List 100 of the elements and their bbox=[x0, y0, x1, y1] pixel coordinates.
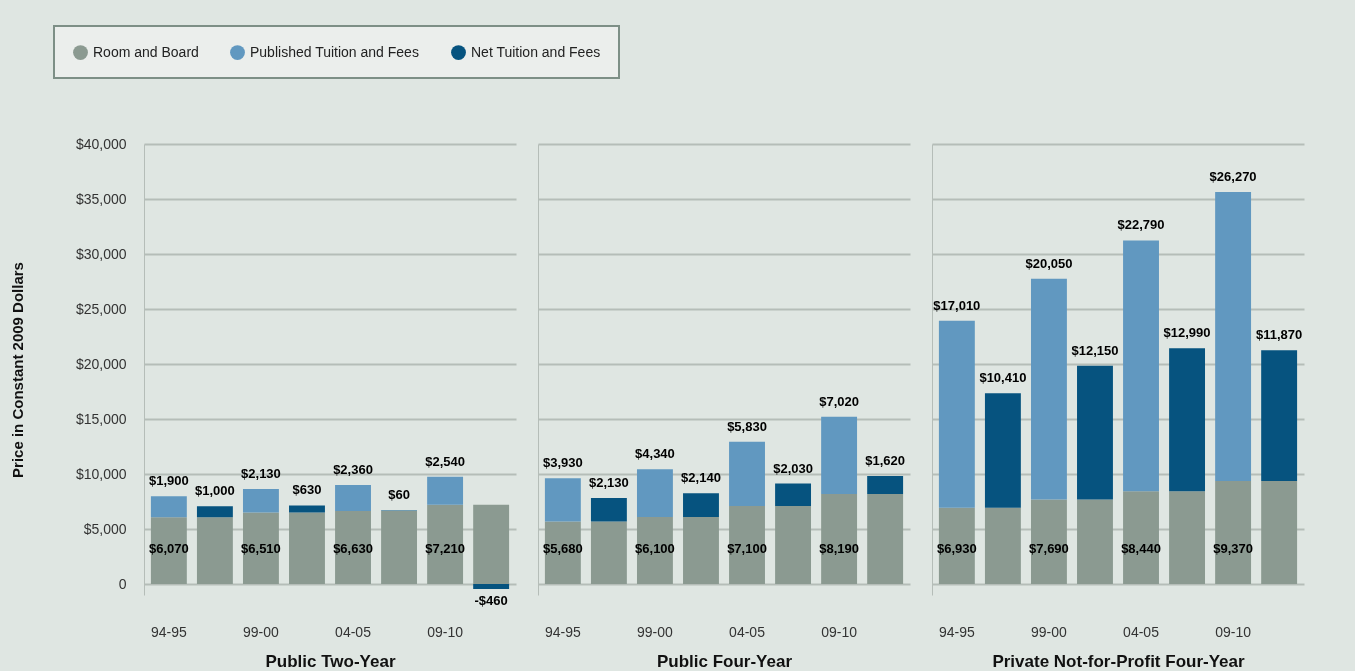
data-label: $7,210 bbox=[425, 541, 465, 556]
bar bbox=[1123, 491, 1159, 584]
y-tick-label: $10,000 bbox=[75, 465, 127, 482]
bar bbox=[775, 483, 812, 506]
bar bbox=[1261, 480, 1298, 584]
bar bbox=[427, 476, 464, 505]
bar bbox=[1077, 499, 1113, 584]
bar bbox=[938, 320, 975, 508]
y-tick-label: 0 bbox=[118, 575, 127, 592]
bar bbox=[821, 493, 858, 584]
data-label: $6,070 bbox=[148, 541, 189, 556]
x-tick-label: 09-10 bbox=[1215, 623, 1252, 640]
bar bbox=[1123, 240, 1159, 492]
data-label: $630 bbox=[292, 482, 322, 498]
bar bbox=[683, 516, 719, 584]
x-axis-title: Private Not-for-Profit Four-Year bbox=[992, 651, 1245, 671]
data-label: $1,620 bbox=[865, 453, 906, 469]
bar bbox=[1169, 348, 1206, 492]
data-label: $22,790 bbox=[1117, 217, 1165, 233]
bar bbox=[196, 517, 233, 584]
bar bbox=[729, 505, 765, 584]
x-tick-label: 04-05 bbox=[335, 623, 372, 640]
data-label: $26,270 bbox=[1209, 168, 1257, 184]
data-label: $60 bbox=[388, 487, 410, 503]
bar bbox=[1077, 365, 1113, 500]
x-tick-label: 09-10 bbox=[427, 623, 464, 640]
bar bbox=[821, 416, 858, 494]
bar bbox=[473, 584, 510, 590]
y-tick-label: $30,000 bbox=[75, 245, 127, 262]
y-tick-label: $15,000 bbox=[75, 410, 127, 427]
bar bbox=[1169, 491, 1206, 584]
data-label: $2,140 bbox=[681, 470, 721, 486]
bar bbox=[867, 476, 904, 494]
bar bbox=[1261, 350, 1298, 481]
data-label: $6,510 bbox=[241, 541, 281, 556]
data-label: $12,990 bbox=[1163, 325, 1211, 341]
data-label: $6,930 bbox=[936, 541, 977, 556]
bar bbox=[984, 393, 1021, 508]
y-tick-label: $35,000 bbox=[75, 190, 127, 207]
y-tick-label: $25,000 bbox=[75, 300, 127, 317]
data-label: $20,050 bbox=[1025, 255, 1073, 271]
bar bbox=[335, 485, 371, 512]
x-tick-label: 04-05 bbox=[729, 623, 766, 640]
data-label: $4,340 bbox=[635, 446, 675, 462]
data-label: $6,630 bbox=[333, 541, 373, 556]
data-label: $2,360 bbox=[333, 462, 373, 478]
data-label: $5,680 bbox=[542, 541, 583, 556]
y-axis-title: Price in Constant 2009 Dollars bbox=[8, 262, 26, 478]
data-label: $17,010 bbox=[933, 297, 981, 313]
bar bbox=[683, 493, 719, 517]
data-label: $8,190 bbox=[819, 541, 859, 556]
bar bbox=[938, 507, 975, 584]
bar bbox=[1030, 499, 1067, 584]
bar bbox=[1215, 191, 1252, 481]
bar bbox=[1215, 480, 1252, 584]
legend-label: Net Tuition and Fees bbox=[471, 43, 601, 60]
data-label: $2,030 bbox=[773, 460, 813, 476]
y-tick-label: $40,000 bbox=[75, 135, 127, 152]
bar bbox=[775, 505, 812, 584]
legend-label: Room and Board bbox=[93, 43, 199, 60]
y-tick-label: $20,000 bbox=[75, 355, 127, 372]
data-label: $2,130 bbox=[241, 465, 281, 481]
legend-label: Published Tuition and Fees bbox=[250, 43, 419, 60]
bar bbox=[150, 517, 187, 584]
x-tick-label: 99-00 bbox=[637, 623, 674, 640]
bar bbox=[381, 511, 418, 584]
bar bbox=[636, 516, 673, 584]
bar bbox=[544, 478, 581, 522]
data-label: $1,000 bbox=[195, 483, 235, 499]
bar bbox=[729, 441, 765, 506]
bar bbox=[867, 493, 904, 584]
data-label: -$460 bbox=[474, 593, 508, 609]
bar bbox=[335, 511, 371, 584]
data-label: $8,440 bbox=[1121, 541, 1161, 556]
bar bbox=[242, 488, 279, 513]
bar bbox=[473, 504, 510, 584]
bar bbox=[196, 506, 233, 518]
data-label: $7,690 bbox=[1029, 541, 1069, 556]
x-tick-label: 04-05 bbox=[1123, 623, 1160, 640]
x-axis-title: Public Four-Year bbox=[656, 651, 793, 671]
data-label: $6,100 bbox=[635, 541, 675, 556]
data-label: $1,900 bbox=[148, 473, 189, 489]
x-tick-label: 99-00 bbox=[243, 623, 280, 640]
bar bbox=[984, 507, 1021, 584]
data-label: $9,370 bbox=[1213, 541, 1253, 556]
x-tick-label: 99-00 bbox=[1031, 623, 1068, 640]
data-label: $12,150 bbox=[1071, 342, 1119, 358]
bar bbox=[242, 512, 279, 584]
y-tick-label: $5,000 bbox=[83, 520, 127, 537]
data-label: $5,830 bbox=[727, 418, 767, 434]
data-label: $10,410 bbox=[979, 370, 1027, 386]
bar bbox=[150, 496, 187, 518]
x-tick-label: 94-95 bbox=[544, 623, 581, 640]
x-tick-label: 94-95 bbox=[938, 623, 975, 640]
bar bbox=[1030, 278, 1067, 500]
data-label: $11,870 bbox=[1256, 327, 1303, 343]
bar bbox=[427, 504, 464, 584]
bar bbox=[636, 469, 673, 517]
data-label: $7,020 bbox=[819, 393, 859, 409]
x-tick-label: 94-95 bbox=[150, 623, 187, 640]
